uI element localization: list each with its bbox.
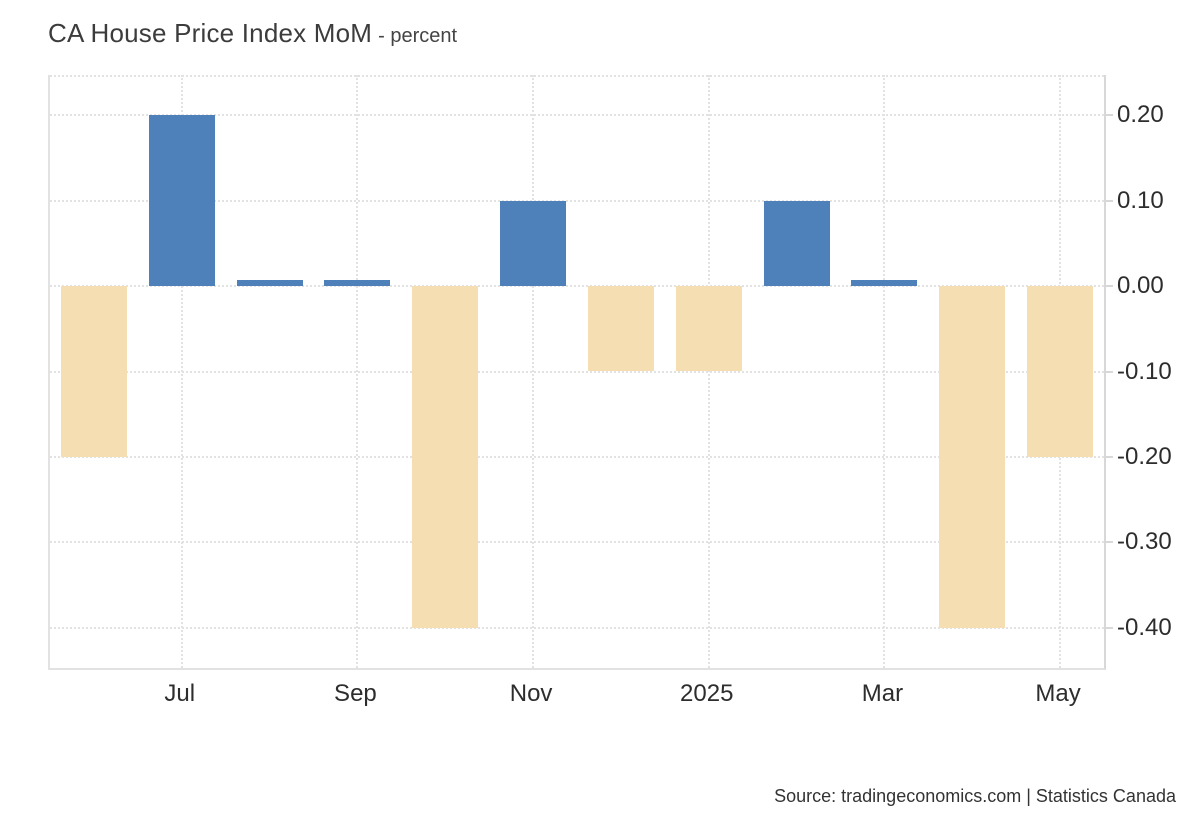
x-tick-label: Jul [164, 680, 196, 707]
y-axis-tick [1104, 199, 1113, 202]
y-axis-tick [1104, 455, 1113, 458]
vertical-gridline [883, 75, 886, 668]
y-axis-tick [1104, 285, 1113, 288]
bar-nov-2024[interactable] [500, 200, 567, 287]
bar-feb-2025[interactable] [763, 200, 830, 287]
chart-title: CA House Price Index MoM - percent [48, 18, 457, 49]
horizontal-gridline [50, 541, 1104, 544]
x-tick-label: May [1035, 680, 1081, 707]
vertical-gridline [356, 75, 359, 668]
horizontal-gridline [50, 455, 1104, 458]
source-credit: Source: tradingeconomics.com | Statistic… [774, 786, 1176, 806]
bar-jul-2024[interactable] [148, 115, 215, 287]
bar-jan-2025[interactable] [675, 286, 742, 372]
y-axis-tick [1104, 626, 1113, 629]
horizontal-gridline [50, 199, 1104, 202]
x-tick-label: Sep [334, 680, 377, 707]
chart-subtitle-text: - percent [378, 25, 458, 47]
bar-aug-2024[interactable] [236, 280, 303, 287]
bar-dec-2024[interactable] [587, 286, 654, 372]
bar-oct-2024[interactable] [412, 286, 479, 628]
y-axis-tick [1104, 114, 1113, 117]
y-tick-label: 0.20 [1117, 101, 1164, 129]
y-tick-label: -0.10 [1117, 357, 1172, 385]
bar-jun-2024[interactable] [60, 286, 127, 457]
y-tick-label: -0.30 [1117, 528, 1172, 556]
plot-top-border [50, 75, 1104, 77]
x-tick-label: Nov [509, 680, 553, 707]
y-axis-tick [1104, 370, 1113, 373]
vertical-gridline [707, 75, 710, 668]
y-tick-label: -0.40 [1117, 613, 1172, 641]
x-tick-label: 2025 [680, 680, 734, 707]
vertical-gridline [180, 75, 183, 668]
y-axis-tick [1104, 541, 1113, 544]
horizontal-gridline [50, 370, 1104, 373]
vertical-gridline [532, 75, 535, 668]
horizontal-gridline [50, 114, 1104, 117]
y-tick-label: -0.20 [1117, 442, 1172, 470]
bar-apr-2025[interactable] [939, 286, 1006, 628]
x-tick-label: Mar [861, 680, 904, 707]
y-tick-label: 0.00 [1117, 272, 1164, 300]
bar-may-2025[interactable] [1027, 286, 1094, 457]
plot-area [48, 75, 1106, 670]
y-tick-label: 0.10 [1117, 186, 1164, 214]
chart-title-text: CA House Price Index MoM [48, 18, 373, 48]
bar-mar-2025[interactable] [851, 280, 918, 287]
horizontal-gridline [50, 285, 1104, 288]
horizontal-gridline [50, 626, 1104, 629]
bar-sep-2024[interactable] [324, 280, 391, 287]
